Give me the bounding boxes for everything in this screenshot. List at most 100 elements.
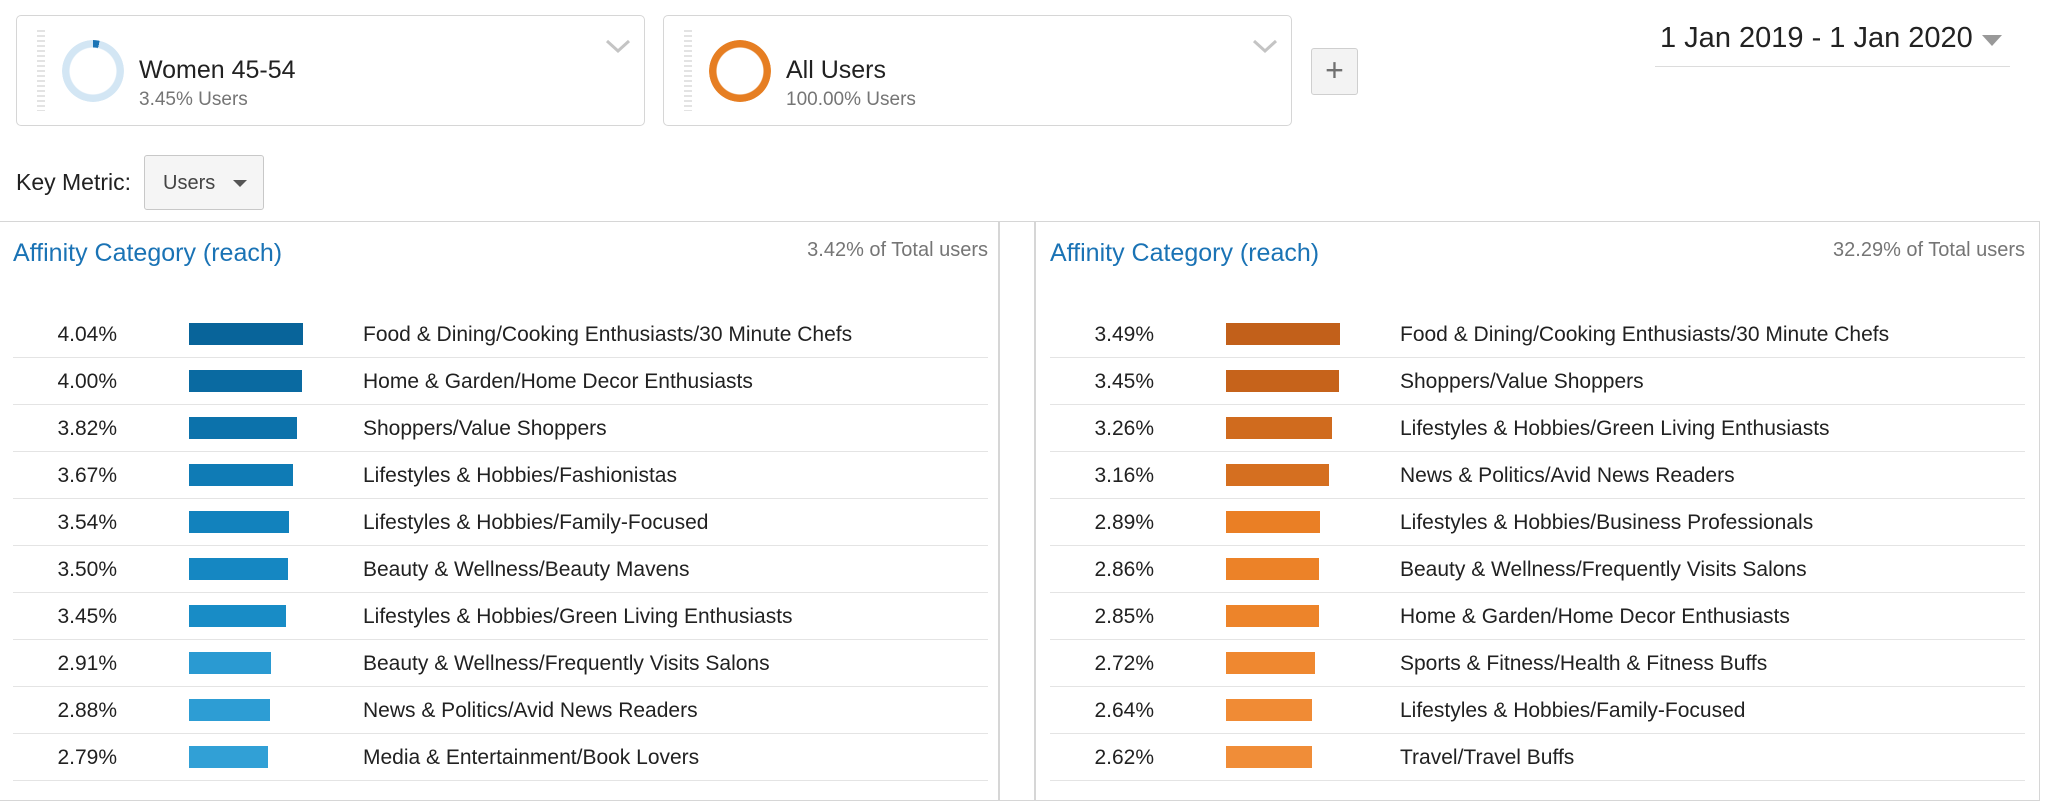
- row-category: Beauty & Wellness/Frequently Visits Salo…: [363, 652, 770, 675]
- caret-down-icon: [233, 180, 247, 187]
- key-metric-label: Key Metric:: [16, 169, 132, 195]
- row-percent: 2.62%: [1094, 746, 1154, 769]
- row-bar: [189, 652, 271, 674]
- row-category: Lifestyles & Hobbies/Family-Focused: [1400, 699, 1746, 722]
- key-metric-select[interactable]: Users: [144, 155, 264, 210]
- row-bar: [1226, 370, 1339, 392]
- table-row: 3.67% Lifestyles & Hobbies/Fashionistas: [13, 452, 988, 499]
- row-percent: 2.88%: [57, 699, 117, 722]
- table-row: 2.72% Sports & Fitness/Health & Fitness B…: [1050, 640, 2025, 687]
- table-row: 3.54% Lifestyles & Hobbies/Family-Focused: [13, 499, 988, 546]
- affinity-panel-left: Affinity Category (reach) 3.42% of Total…: [13, 221, 988, 801]
- date-range-text: 1 Jan 2019 - 1 Jan 2020: [1660, 22, 1973, 54]
- row-category: Food & Dining/Cooking Enthusiasts/30 Min…: [1400, 323, 1890, 346]
- chevron-down-icon[interactable]: [602, 30, 634, 62]
- segment-name: All Users: [786, 56, 887, 84]
- key-metric-value: Users: [163, 172, 216, 194]
- row-bar: [1226, 464, 1329, 486]
- row-percent: 2.64%: [1094, 699, 1154, 722]
- panel-title[interactable]: Affinity Category (reach): [13, 239, 283, 267]
- row-category: Lifestyles & Hobbies/Green Living Enthus…: [1400, 417, 1830, 440]
- row-bar: [1226, 699, 1312, 721]
- segment-name: Women 45-54: [139, 56, 296, 84]
- table-row: 3.26% Lifestyles & Hobbies/Green Living E…: [1050, 405, 2025, 452]
- table-row: 3.45% Shoppers/Value Shoppers: [1050, 358, 2025, 405]
- row-category: Media & Entertainment/Book Lovers: [363, 746, 700, 769]
- row-category: News & Politics/Avid News Readers: [1400, 464, 1735, 487]
- table-row: 3.50% Beauty & Wellness/Beauty Mavens: [13, 546, 988, 593]
- segment-card-all-users[interactable]: All Users 100.00% Users: [663, 15, 1292, 126]
- row-bar: [1226, 511, 1320, 533]
- table-row: 2.85% Home & Garden/Home Decor Enthusiast…: [1050, 593, 2025, 640]
- table-row: 2.86% Beauty & Wellness/Frequently Visits…: [1050, 546, 2025, 593]
- row-bar: [189, 417, 297, 439]
- row-percent: 2.85%: [1094, 605, 1154, 628]
- affinity-panel-right: Affinity Category (reach) 32.29% of Tota…: [1050, 221, 2025, 801]
- table-row: 2.91% Beauty & Wellness/Frequently Visits…: [13, 640, 988, 687]
- table-row: 2.64% Lifestyles & Hobbies/Family-Focused: [1050, 687, 2025, 734]
- row-category: Lifestyles & Hobbies/Family-Focused: [363, 511, 709, 534]
- affinity-rows: 3.49% Food & Dining/Cooking Enthusiasts/3…: [1050, 311, 2025, 781]
- panels-frame: [0, 221, 2040, 801]
- row-bar: [189, 323, 303, 345]
- row-bar: [1226, 652, 1315, 674]
- row-bar: [1226, 323, 1340, 345]
- table-row: 2.79% Media & Entertainment/Book Lovers: [13, 734, 988, 781]
- row-category: Home & Garden/Home Decor Enthusiasts: [1400, 605, 1790, 628]
- table-row: 3.45% Lifestyles & Hobbies/Green Living E…: [13, 593, 988, 640]
- segment-donut-icon: [62, 40, 124, 102]
- row-percent: 2.86%: [1094, 558, 1154, 581]
- table-row: 2.88% News & Politics/Avid News Readers: [13, 687, 988, 734]
- row-bar: [189, 605, 286, 627]
- panel-total: 3.42% of Total users: [807, 239, 988, 261]
- add-segment-button[interactable]: +: [1311, 48, 1358, 95]
- date-range-picker[interactable]: 1 Jan 2019 - 1 Jan 2020: [1655, 18, 2010, 67]
- row-category: Food & Dining/Cooking Enthusiasts/30 Min…: [363, 323, 853, 346]
- drag-handle[interactable]: [37, 30, 45, 111]
- row-percent: 4.00%: [57, 370, 117, 393]
- row-percent: 3.50%: [57, 558, 117, 581]
- row-category: Lifestyles & Hobbies/Business Profession…: [1400, 511, 1814, 534]
- row-category: Beauty & Wellness/Beauty Mavens: [363, 558, 690, 581]
- table-row: 3.49% Food & Dining/Cooking Enthusiasts/3…: [1050, 311, 2025, 358]
- table-row: 3.82% Shoppers/Value Shoppers: [13, 405, 988, 452]
- row-bar: [1226, 417, 1332, 439]
- row-bar: [189, 699, 270, 721]
- table-row: 4.04% Food & Dining/Cooking Enthusiasts/3…: [13, 311, 988, 358]
- row-category: Home & Garden/Home Decor Enthusiasts: [363, 370, 753, 393]
- row-bar: [1226, 746, 1312, 768]
- chevron-down-icon[interactable]: [1249, 30, 1281, 62]
- drag-handle[interactable]: [684, 30, 692, 111]
- row-percent: 3.54%: [57, 511, 117, 534]
- segment-share: 3.45% Users: [139, 89, 248, 110]
- row-category: Shoppers/Value Shoppers: [1400, 370, 1644, 393]
- table-row: 3.16% News & Politics/Avid News Readers: [1050, 452, 2025, 499]
- row-category: Travel/Travel Buffs: [1400, 746, 1575, 769]
- row-percent: 2.91%: [57, 652, 117, 675]
- panel-title[interactable]: Affinity Category (reach): [1050, 239, 1320, 267]
- table-row: 2.89% Lifestyles & Hobbies/Business Profe…: [1050, 499, 2025, 546]
- segment-share: 100.00% Users: [786, 89, 916, 110]
- row-bar: [189, 558, 288, 580]
- row-bar: [189, 511, 289, 533]
- row-percent: 3.82%: [57, 417, 117, 440]
- panel-divider: [1034, 221, 1036, 801]
- row-bar: [189, 464, 293, 486]
- row-bar: [189, 370, 302, 392]
- caret-down-icon: [1982, 35, 2002, 46]
- row-category: Shoppers/Value Shoppers: [363, 417, 607, 440]
- row-category: Lifestyles & Hobbies/Fashionistas: [363, 464, 677, 487]
- table-row: 2.62% Travel/Travel Buffs: [1050, 734, 2025, 781]
- table-row: 4.00% Home & Garden/Home Decor Enthusiast…: [13, 358, 988, 405]
- row-category: Lifestyles & Hobbies/Green Living Enthus…: [363, 605, 793, 628]
- segment-card-women-45-54[interactable]: Women 45-54 3.45% Users: [16, 15, 645, 126]
- row-category: Beauty & Wellness/Frequently Visits Salo…: [1400, 558, 1807, 581]
- row-percent: 3.26%: [1094, 417, 1154, 440]
- row-percent: 3.45%: [57, 605, 117, 628]
- row-category: News & Politics/Avid News Readers: [363, 699, 698, 722]
- segment-donut-icon: [709, 40, 771, 102]
- row-category: Sports & Fitness/Health & Fitness Buffs: [1400, 652, 1768, 675]
- affinity-rows: 4.04% Food & Dining/Cooking Enthusiasts/3…: [13, 311, 988, 781]
- row-bar: [1226, 558, 1319, 580]
- row-percent: 3.45%: [1094, 370, 1154, 393]
